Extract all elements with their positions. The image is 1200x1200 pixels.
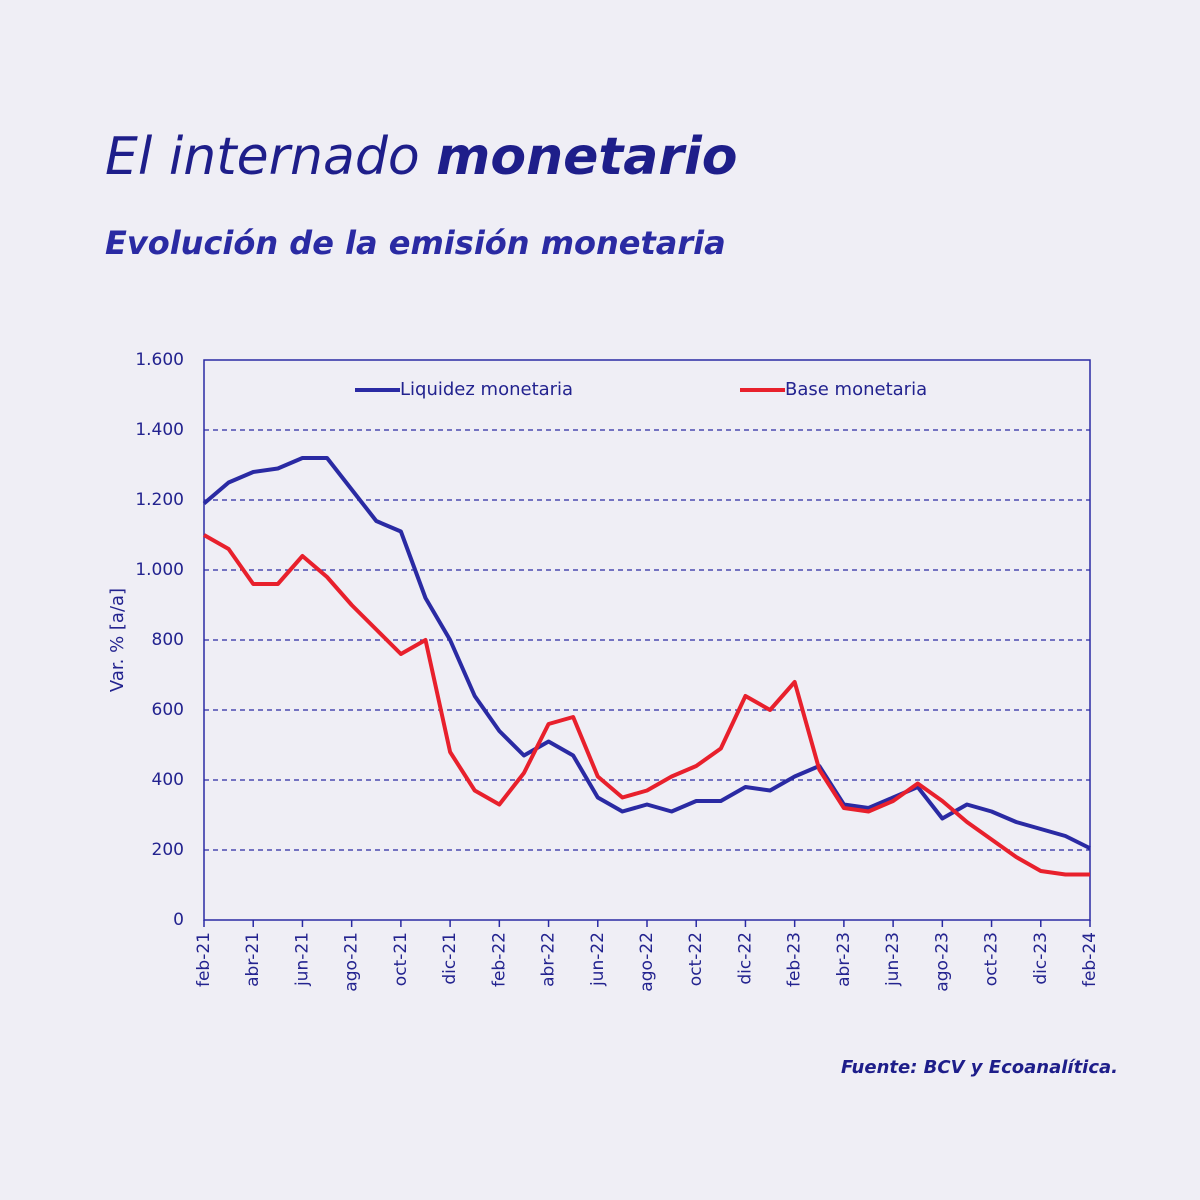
x-tick-label: feb-24 (1080, 932, 1100, 987)
x-tick-label: abr-23 (834, 932, 854, 987)
chart-title: El internado monetario (105, 127, 738, 187)
y-tick-label: 1.600 (135, 350, 184, 370)
subtitle: Evolución de la emisión monetaria (105, 224, 726, 262)
x-tick-label: oct-23 (982, 932, 1002, 986)
x-tick-label: ago-23 (932, 932, 952, 992)
x-tick-label: dic-23 (1031, 932, 1051, 985)
y-tick-label: 1.200 (135, 490, 184, 510)
y-tick-label: 0 (173, 910, 184, 930)
x-tick-label: oct-22 (686, 932, 706, 986)
x-tick-label: feb-22 (489, 932, 509, 987)
line-series (203, 533, 1090, 877)
x-tick-label: feb-23 (785, 932, 805, 987)
title-emphasis: monetario (436, 127, 737, 187)
y-tick-label: 1.400 (135, 420, 184, 440)
y-tick-label: 400 (152, 770, 184, 790)
legend-label: Liquidez monetaria (400, 379, 573, 400)
y-tick-label: 1.000 (135, 560, 184, 580)
x-tick-label: abr-22 (539, 932, 559, 987)
x-tick-label: jun-23 (883, 932, 903, 987)
title-plain: El internado (105, 127, 420, 187)
x-tick-label: jun-21 (292, 932, 312, 987)
y-axis-label: Var. % [a/a] (107, 588, 128, 692)
x-tick-label: dic-21 (440, 932, 460, 985)
x-tick-label: oct-21 (391, 932, 411, 986)
line-series (202, 456, 1091, 851)
source: Fuente: BCV y Ecoanalítica. (841, 1057, 1118, 1078)
y-tick-label: 600 (152, 700, 184, 720)
x-tick-label: ago-21 (342, 932, 362, 992)
x-tick-label: abr-21 (243, 932, 263, 987)
y-tick-label: 200 (152, 840, 184, 860)
y-tick-label: 800 (152, 630, 184, 650)
legend-label: Base monetaria (785, 379, 927, 400)
x-tick-label: ago-22 (637, 932, 657, 992)
x-tick-label: dic-22 (735, 932, 755, 985)
x-tick-label: feb-21 (194, 932, 214, 987)
x-tick-label: jun-22 (588, 932, 608, 987)
